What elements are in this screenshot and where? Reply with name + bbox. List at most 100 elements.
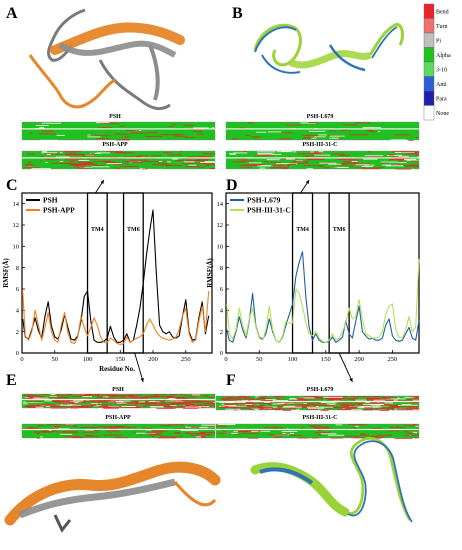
dssp-texture-mark [156, 400, 165, 402]
dssp-texture-mark [330, 437, 344, 439]
dssp-texture-mark [272, 400, 289, 401]
dssp-texture-mark [343, 161, 357, 163]
dssp-texture-mark [22, 403, 28, 405]
panel-letter-d: D [226, 177, 238, 194]
dssp-texture-mark [281, 431, 298, 432]
dssp-texture-mark [32, 397, 49, 399]
dssp-texture-mark [247, 122, 255, 124]
dssp-texture-mark [185, 137, 195, 139]
dssp-texture-mark [168, 397, 186, 399]
dssp-texture-mark [104, 427, 125, 429]
dssp-key-swatch [423, 32, 435, 48]
dssp-texture-mark [95, 122, 110, 124]
dssp-texture-mark [222, 430, 227, 432]
dssp-texture-mark [402, 399, 409, 401]
dssp-texture-mark [208, 406, 215, 407]
y-tick-label: 14 [217, 201, 224, 208]
dssp-texture-mark [335, 424, 343, 426]
dssp-texture-mark [245, 135, 250, 136]
dssp-texture-mark [311, 437, 319, 439]
dssp-texture-mark [149, 406, 164, 407]
dssp-texture-mark [271, 403, 281, 405]
dssp-texture-mark [159, 404, 174, 406]
dssp-texture-mark [89, 394, 100, 395]
dssp-texture-mark [196, 401, 207, 403]
dssp-texture-mark [328, 163, 342, 165]
dssp-texture-mark [171, 403, 191, 405]
dssp-texture-mark [50, 162, 71, 164]
dssp-texture-mark [132, 398, 148, 400]
panel-letter-f: F [226, 372, 236, 389]
dssp-texture-mark [162, 398, 166, 399]
dssp-texture-mark [364, 155, 384, 157]
dssp-texture-mark [39, 127, 45, 129]
dssp-texture-mark [256, 406, 273, 408]
dssp-texture-mark [188, 426, 196, 427]
dssp-texture-mark [270, 161, 282, 163]
x-tick-label: 100 [288, 356, 298, 363]
dssp-texture-mark [209, 167, 215, 169]
dssp-texture-mark [87, 136, 101, 138]
dssp-texture-mark [355, 399, 367, 401]
dssp-texture-mark [372, 167, 381, 169]
dssp-texture-mark [123, 156, 142, 158]
dssp-texture-mark [163, 161, 167, 163]
dssp-texture-mark [297, 437, 309, 439]
dssp-texture-mark [31, 168, 51, 170]
dssp-texture-mark [158, 161, 163, 162]
y-tick-label: 2 [220, 329, 223, 336]
dssp-texture-mark [374, 407, 394, 409]
dssp-texture-mark [192, 131, 202, 133]
dssp-texture-mark [265, 399, 277, 401]
dssp-key-label: Alpha [436, 53, 451, 59]
rmsf-chart-d: 0 2 4 6 8 10 12 14 0 50 100 150 200 250 RMSF(Å) TM4 TM6 P… [206, 179, 420, 383]
dssp-texture-mark [235, 402, 244, 404]
dssp-texture-line [22, 398, 215, 401]
dssp-texture-mark [307, 408, 324, 410]
dssp-texture-line [22, 128, 215, 130]
dssp-texture-mark [232, 161, 246, 163]
dssp-texture-mark [195, 436, 202, 438]
dssp-texture-mark [233, 409, 238, 411]
dssp-texture-mark [70, 407, 79, 409]
dssp-texture-mark [257, 397, 267, 399]
dssp-texture-mark [385, 404, 400, 406]
dssp-texture-mark [416, 428, 419, 430]
x-tick-label: 200 [148, 356, 158, 363]
dssp-texture-mark [49, 396, 57, 398]
dssp-texture-mark [316, 404, 334, 406]
dssp-texture-mark [390, 406, 400, 408]
dssp-texture-mark [318, 151, 324, 153]
dssp-texture-mark [153, 395, 159, 397]
dssp-texture-mark [59, 152, 63, 154]
dssp-texture-mark [150, 434, 163, 436]
dssp-texture-mark [147, 401, 160, 403]
dssp-texture-mark [224, 405, 237, 407]
dssp-texture-mark [227, 396, 231, 398]
dssp-texture-mark [371, 435, 378, 437]
dssp-texture-mark [351, 405, 354, 407]
dssp-texture-mark [387, 406, 400, 408]
dssp-texture-mark [388, 155, 395, 157]
dssp-texture-mark [209, 404, 215, 406]
dssp-texture-mark [146, 395, 156, 397]
dssp-texture-mark [349, 165, 354, 167]
dssp-texture-mark [64, 154, 85, 155]
dssp-texture-mark [244, 405, 254, 406]
dssp-texture-mark [167, 154, 182, 156]
dssp-texture-mark [128, 396, 138, 398]
dssp-texture-mark [35, 395, 43, 397]
dssp-texture-mark [151, 164, 157, 166]
dssp-texture-mark [121, 401, 135, 403]
dssp-texture-mark [115, 139, 130, 141]
dssp-texture-mark [301, 404, 311, 406]
dssp-texture-mark [97, 395, 102, 397]
dssp-texture-mark [257, 154, 276, 156]
dssp-texture-mark [362, 409, 373, 411]
y-tick-label: 6 [16, 286, 20, 293]
dssp-texture-mark [87, 134, 91, 136]
dssp-texture-mark [340, 406, 358, 408]
dssp-texture-mark [335, 158, 352, 160]
dssp-texture-mark [314, 136, 326, 138]
dssp-texture-mark [201, 424, 215, 426]
